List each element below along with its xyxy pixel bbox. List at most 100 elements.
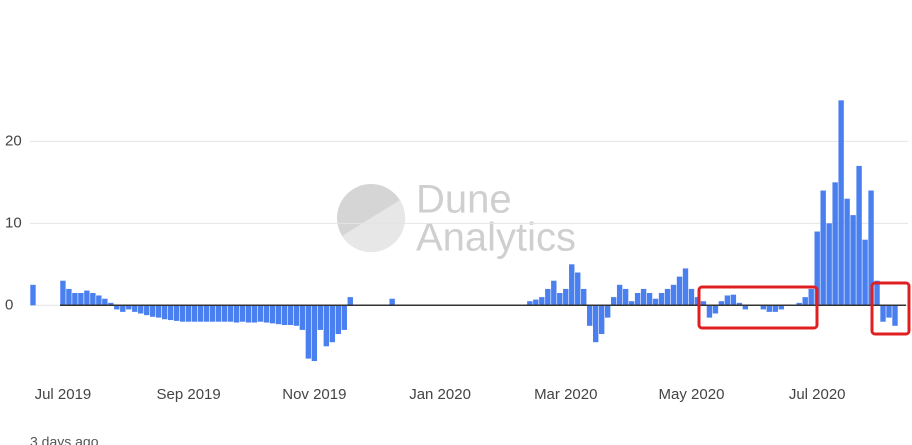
x-tick-label: Nov 2019 <box>282 386 346 403</box>
bar <box>317 305 324 330</box>
bar <box>84 290 90 306</box>
bar <box>281 305 288 325</box>
bar <box>616 284 623 306</box>
bar <box>221 305 228 322</box>
bar <box>227 305 234 322</box>
bar <box>634 293 641 306</box>
bar <box>156 305 162 318</box>
bar <box>688 288 695 306</box>
bar <box>640 288 647 306</box>
bar <box>72 293 78 306</box>
watermark: Dune Analytics <box>337 178 576 260</box>
bar <box>868 190 874 306</box>
bar <box>132 305 138 312</box>
bar <box>563 288 569 306</box>
bar <box>389 298 395 306</box>
bar <box>120 305 126 312</box>
bar <box>545 288 551 306</box>
bar <box>802 297 808 306</box>
y-tick-label: 20 <box>5 132 22 149</box>
bar <box>694 297 701 306</box>
bar <box>766 305 772 312</box>
bar <box>173 305 180 321</box>
bar <box>527 301 533 306</box>
bar <box>593 305 599 343</box>
bar <box>293 305 300 326</box>
bar <box>551 280 557 306</box>
bar <box>604 305 611 318</box>
bar <box>730 294 737 306</box>
bar <box>832 182 838 306</box>
x-tick-label: Sep 2019 <box>157 386 221 403</box>
bar <box>533 299 539 306</box>
bar <box>209 305 216 322</box>
bar <box>60 280 66 306</box>
bar <box>329 305 335 343</box>
bar <box>718 301 725 306</box>
bar <box>587 305 593 326</box>
bar <box>78 293 84 306</box>
bar <box>610 297 617 306</box>
bar <box>179 305 186 322</box>
bar <box>628 301 635 306</box>
y-tick-label: 10 <box>5 214 22 231</box>
bar <box>724 295 731 306</box>
bar <box>167 305 174 321</box>
x-tick-label: Jul 2019 <box>35 386 92 403</box>
bar <box>30 284 36 306</box>
x-tick-label: Mar 2020 <box>534 386 597 403</box>
bar <box>808 288 814 306</box>
bar <box>814 231 820 306</box>
bar <box>341 305 347 330</box>
bar <box>706 305 713 318</box>
watermark-logo <box>337 184 405 252</box>
bar <box>581 288 587 306</box>
watermark-text: Dune <box>416 178 512 222</box>
bar <box>335 305 341 335</box>
x-tick-label: Jul 2020 <box>789 386 846 403</box>
bar <box>275 305 282 325</box>
highlight-box <box>870 281 911 336</box>
bar <box>299 305 306 330</box>
bar <box>598 305 605 335</box>
bar <box>90 293 96 306</box>
bar <box>185 305 192 322</box>
bar <box>772 305 778 312</box>
bar <box>539 297 545 306</box>
bar <box>305 305 312 359</box>
bar <box>191 305 198 322</box>
bar <box>114 305 120 310</box>
bar <box>323 305 330 347</box>
bar <box>150 305 156 317</box>
bar <box>311 305 318 362</box>
bar <box>347 297 353 306</box>
highlight-box <box>697 285 819 330</box>
bar <box>287 305 294 325</box>
bar <box>736 302 743 306</box>
bar <box>844 198 850 306</box>
x-tick-label: May 2020 <box>659 386 725 403</box>
bar <box>676 276 683 306</box>
bar <box>239 305 246 322</box>
bar <box>646 293 653 306</box>
bar <box>862 239 868 306</box>
bar <box>102 298 108 306</box>
y-tick-label: 0 <box>5 296 13 313</box>
bar <box>569 264 575 306</box>
footer-text: 3 days ago <box>30 434 99 445</box>
bar <box>652 298 659 306</box>
bar <box>263 305 270 323</box>
bar <box>796 302 802 306</box>
bar <box>658 293 665 306</box>
bar <box>826 223 832 306</box>
bar <box>575 272 581 306</box>
bar <box>138 305 144 314</box>
bar <box>820 190 826 306</box>
bar <box>557 293 563 306</box>
bar <box>108 302 114 306</box>
bar <box>251 305 258 323</box>
bar <box>874 280 880 306</box>
bar <box>742 305 749 310</box>
bar <box>670 284 677 306</box>
